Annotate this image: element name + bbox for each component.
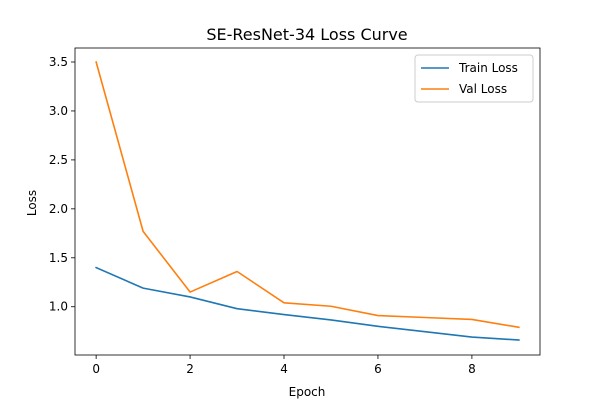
x-tick-label: 4 (280, 362, 288, 376)
y-axis-ticks: 1.0 1.5 2.0 2.5 3.0 3.5 (49, 55, 75, 314)
axes-frame (74, 47, 541, 356)
legend-label: Val Loss (459, 82, 507, 96)
y-tick-label: 3.0 (49, 104, 68, 118)
y-tick-label: 2.5 (49, 153, 68, 167)
y-tick-label: 1.0 (49, 300, 68, 314)
x-axis-ticks: 0 2 4 6 8 (92, 355, 476, 376)
legend: Train Loss Val Loss (414, 54, 534, 103)
series-line-val-loss (95, 61, 520, 329)
legend-box (414, 54, 534, 103)
x-tick-label: 0 (92, 362, 100, 376)
plot-area (74, 47, 541, 356)
x-tick-label: 8 (468, 362, 476, 376)
y-tick-label: 3.5 (49, 55, 68, 69)
legend-label: Train Loss (458, 61, 518, 75)
chart-title: SE-ResNet-34 Loss Curve (206, 25, 407, 44)
x-axis-label: Epoch (289, 385, 326, 399)
x-tick-label: 2 (186, 362, 194, 376)
y-tick-label: 1.5 (49, 251, 68, 265)
x-tick-label: 6 (374, 362, 382, 376)
legend-entries: Train Loss Val Loss (421, 61, 518, 96)
series-lines (95, 61, 520, 341)
series-line-train-loss (95, 266, 520, 341)
y-tick-label: 2.0 (49, 202, 68, 216)
y-axis-label: Loss (25, 190, 39, 216)
